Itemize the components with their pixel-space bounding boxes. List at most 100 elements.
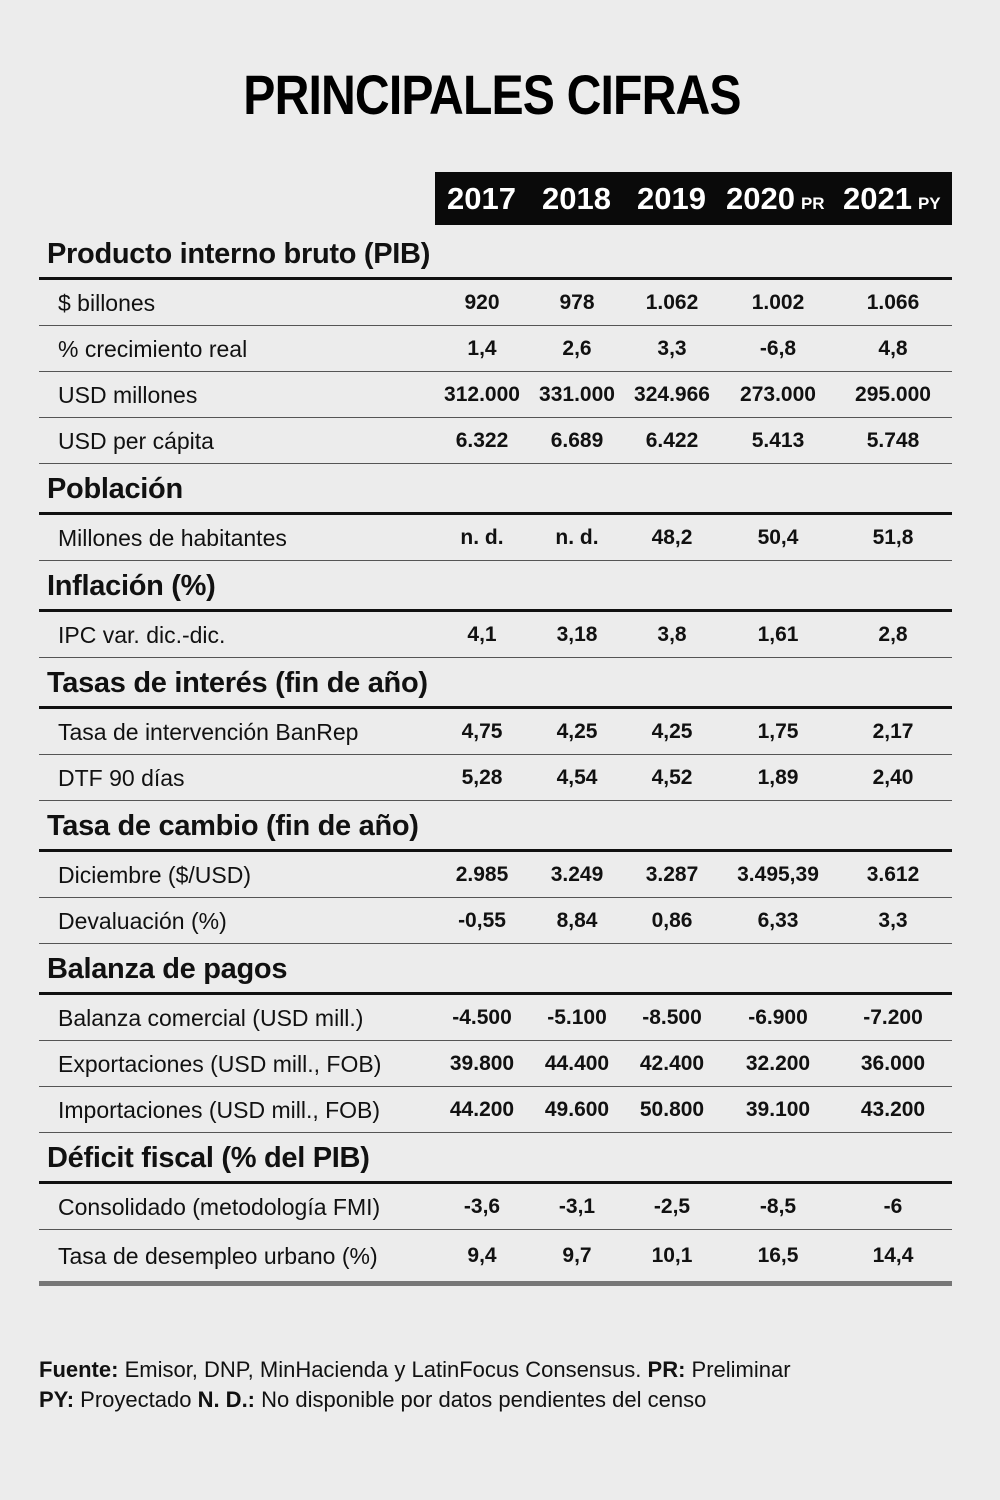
year-2017: 2017 (447, 172, 516, 225)
footnote-text: No disponible por datos pendientes del c… (255, 1387, 707, 1412)
year-header: 2017 2018 2019 2020 PR 2021 PY (435, 172, 952, 225)
footnote-text: Emisor, DNP, MinHacienda y LatinFocus Co… (118, 1357, 648, 1382)
table-row: $ billones 920 978 1.062 1.002 1.066 (39, 280, 952, 326)
value-cell: 8,84 (556, 909, 598, 932)
year-tag: PY (917, 194, 941, 213)
value-cell: -7.200 (863, 1006, 923, 1029)
year-tag: PR (800, 194, 825, 213)
footnote-key: Fuente: (39, 1357, 119, 1382)
value-cell: 2,8 (878, 623, 908, 646)
section-heading: Inflación (%) (39, 561, 952, 612)
value-cell: 6,33 (757, 909, 799, 932)
row-label: Devaluación (%) (58, 908, 227, 934)
table-row: Millones de habitantes n. d. n. d. 48,2 50,4… (39, 515, 952, 561)
value-cell: 16,5 (757, 1244, 799, 1267)
value-cell: 42.400 (639, 1052, 705, 1075)
table-row: IPC var. dic.-dic. 4,1 3,18 3,8 1,61 2,8 (39, 612, 952, 658)
row-label: Importaciones (USD mill., FOB) (58, 1097, 381, 1123)
value-cell: 3.287 (645, 863, 699, 886)
row-label: Consolidado (metodología FMI) (58, 1194, 381, 1220)
value-cell: 295.000 (855, 383, 931, 406)
value-cell: 36.000 (860, 1052, 926, 1075)
value-cell: 3.495,39 (737, 863, 819, 886)
value-cell: 48,2 (651, 526, 693, 549)
row-label: Tasa de desempleo urbano (%) (58, 1243, 378, 1269)
value-cell: 4,52 (651, 766, 693, 789)
value-cell: n. d. (460, 526, 504, 549)
value-cell: -4.500 (452, 1006, 512, 1029)
value-cell: 6.422 (645, 429, 699, 452)
year-label: 2017 (447, 181, 516, 216)
value-cell: 2,17 (872, 720, 914, 743)
value-cell: 44.200 (449, 1098, 515, 1121)
value-cell: 3,18 (556, 623, 598, 646)
table-row: Consolidado (metodología FMI) -3,6 -3,1 -2,… (39, 1184, 952, 1230)
value-cell: 4,25 (651, 720, 693, 743)
value-cell: 1.062 (645, 291, 699, 314)
year-label: 2018 (542, 181, 611, 216)
value-cell: -5.100 (547, 1006, 607, 1029)
value-cell: 32.200 (745, 1052, 811, 1075)
table-row: Diciembre ($/USD) 2.985 3.249 3.287 3.495,39… (39, 852, 952, 898)
table-row: Balanza comercial (USD mill.) -4.500 -5.10… (39, 995, 952, 1041)
value-cell: 1,4 (467, 337, 497, 360)
footnote-line-2: PY: Proyectado N. D.: No disponible por … (39, 1385, 791, 1415)
footnote-key: N. D.: (197, 1387, 256, 1412)
section-heading: Balanza de pagos (39, 944, 952, 995)
value-cell: 9,7 (562, 1244, 592, 1267)
table-row: Exportaciones (USD mill., FOB) 39.800 44.4… (39, 1041, 952, 1087)
row-label: $ billones (58, 290, 156, 316)
value-cell: 978 (559, 291, 595, 314)
row-label: Millones de habitantes (58, 525, 287, 551)
value-cell: 920 (464, 291, 500, 314)
figures-table: Producto interno bruto (PIB) $ billones 92… (39, 229, 952, 1286)
footnote: Fuente: Emisor, DNP, MinHacienda y Latin… (39, 1355, 791, 1415)
table-row: USD millones 312.000 331.000 324.966 273.000… (39, 372, 952, 418)
value-cell: 51,8 (872, 526, 914, 549)
value-cell: 4,54 (556, 766, 598, 789)
value-cell: 331.000 (539, 383, 615, 406)
row-label: USD millones (58, 382, 198, 408)
table-row: Tasa de intervención BanRep 4,75 4,25 4,25 1… (39, 709, 952, 755)
section-heading: Déficit fiscal (% del PIB) (39, 1133, 952, 1184)
row-label: Exportaciones (USD mill., FOB) (58, 1051, 382, 1077)
value-cell: 3.612 (866, 863, 920, 886)
row-label: Diciembre ($/USD) (58, 862, 251, 888)
value-cell: 39.100 (745, 1098, 811, 1121)
year-2020: 2020 PR (726, 172, 825, 225)
value-cell: 10,1 (651, 1244, 693, 1267)
value-cell: 39.800 (449, 1052, 515, 1075)
value-cell: 50,4 (757, 526, 799, 549)
table-row: USD per cápita 6.322 6.689 6.422 5.413 5.748 (39, 418, 952, 464)
table-row: % crecimiento real 1,4 2,6 3,3 -6,8 4,8 (39, 326, 952, 372)
page-title: PRINCIPALES CIFRAS (243, 63, 741, 126)
year-label: 2020 (726, 181, 795, 216)
value-cell: 50.800 (639, 1098, 705, 1121)
section-heading: Tasa de cambio (fin de año) (39, 801, 952, 852)
table-row: DTF 90 días 5,28 4,54 4,52 1,89 2,40 (39, 755, 952, 801)
row-label: USD per cápita (58, 428, 214, 454)
value-cell: 0,86 (651, 909, 693, 932)
year-2018: 2018 (542, 172, 611, 225)
footnote-key: PR: (647, 1357, 686, 1382)
value-cell: n. d. (555, 526, 599, 549)
row-label: % crecimiento real (58, 336, 248, 362)
footnote-text: Proyectado (74, 1387, 198, 1412)
value-cell: 5.413 (751, 429, 805, 452)
year-2019: 2019 (637, 172, 706, 225)
value-cell: 312.000 (444, 383, 520, 406)
footnote-line-1: Fuente: Emisor, DNP, MinHacienda y Latin… (39, 1355, 791, 1385)
value-cell: 1.066 (866, 291, 920, 314)
value-cell: -6 (883, 1195, 903, 1218)
value-cell: -2,5 (653, 1195, 691, 1218)
value-cell: 6.689 (550, 429, 604, 452)
row-label: Tasa de intervención BanRep (58, 719, 359, 745)
section-heading: Población (39, 464, 952, 515)
footnote-key: PY: (39, 1387, 75, 1412)
value-cell: -8.500 (642, 1006, 702, 1029)
section-heading: Producto interno bruto (PIB) (39, 229, 952, 280)
value-cell: 4,75 (461, 720, 503, 743)
footnote-text: Preliminar (685, 1357, 791, 1382)
value-cell: 9,4 (467, 1244, 497, 1267)
value-cell: -6,8 (759, 337, 797, 360)
